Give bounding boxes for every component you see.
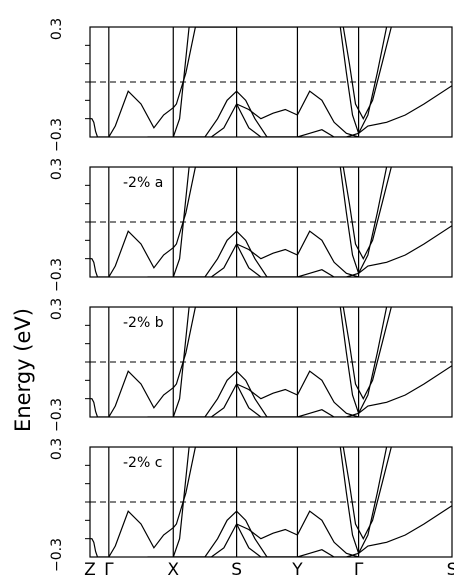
y-tick-label-bottom: −0.3 — [49, 118, 65, 152]
y-tick-label-top: 0.3 — [49, 18, 65, 40]
band-line-9 — [339, 447, 388, 555]
bands — [90, 27, 452, 137]
bands — [90, 167, 452, 277]
panel-label: -2% c — [123, 455, 162, 471]
kpoint-label: Γ — [354, 560, 364, 580]
band-line-2 — [108, 230, 174, 277]
band-line-6 — [173, 102, 298, 137]
y-tick-label-bottom: −0.3 — [49, 538, 65, 572]
band-line-5 — [173, 230, 298, 277]
band-line-1 — [90, 398, 109, 417]
band-line-7 — [236, 90, 359, 137]
band-line-6 — [173, 242, 298, 277]
kpoint-label: S — [447, 560, 454, 580]
bands — [90, 447, 452, 557]
band-line-4 — [172, 307, 298, 389]
y-tick-label-bottom: −0.3 — [49, 258, 65, 292]
band-line-6 — [173, 522, 298, 557]
kpoint-label: Z — [84, 560, 96, 580]
band-line-7 — [236, 230, 359, 277]
band-line-5 — [173, 510, 298, 557]
band-line-3 — [147, 27, 237, 137]
band-line-7 — [236, 510, 359, 557]
band-line-4 — [172, 167, 298, 249]
band-line-9 — [339, 27, 388, 135]
band-line-3 — [147, 307, 237, 417]
panel-4: -2% c 0.3 −0.3 — [49, 438, 453, 572]
band-line-2 — [108, 510, 174, 557]
kpoint-label: Γ — [104, 560, 114, 580]
kpoint-label: Y — [291, 560, 303, 580]
band-line-10 — [342, 27, 392, 121]
band-line-1 — [90, 258, 109, 277]
band-line-10 — [342, 167, 392, 261]
kpoint-label: S — [231, 560, 242, 580]
y-axis-label: Energy (eV) — [11, 308, 35, 432]
panel-label: -2% b — [123, 315, 164, 331]
band-line-2 — [108, 90, 174, 137]
y-tick-label-bottom: −0.3 — [49, 398, 65, 432]
band-line-2 — [108, 370, 174, 417]
kpoint-label: X — [167, 560, 179, 580]
panel-label: -2% a — [123, 175, 163, 191]
band-line-6 — [173, 382, 298, 417]
band-line-5 — [173, 370, 298, 417]
band-line-1 — [90, 118, 109, 137]
band-line-5 — [173, 90, 298, 137]
band-line-3 — [147, 167, 237, 277]
band-line-9 — [339, 307, 388, 415]
y-tick-label-top: 0.3 — [49, 438, 65, 460]
band-line-9 — [339, 167, 388, 275]
band-line-4 — [172, 27, 298, 109]
band-line-3 — [147, 447, 237, 557]
panel-1: 0.3 −0.3 — [49, 18, 453, 152]
band-line-4 — [172, 447, 298, 529]
bands — [90, 307, 452, 417]
panel-3: -2% b 0.3 −0.3 — [49, 298, 453, 432]
y-tick-label-top: 0.3 — [49, 298, 65, 320]
band-line-1 — [90, 538, 109, 557]
panels: 0.3 −0.3 -2% a 0.3 −0.3 -2% b 0.3 −0.3 -2% c 0.3 −… — [49, 18, 453, 572]
band-line-7 — [236, 370, 359, 417]
panel-2: -2% a 0.3 −0.3 — [49, 158, 453, 292]
band-line-10 — [342, 307, 392, 401]
band-line-10 — [342, 447, 392, 541]
y-tick-label-top: 0.3 — [49, 158, 65, 180]
